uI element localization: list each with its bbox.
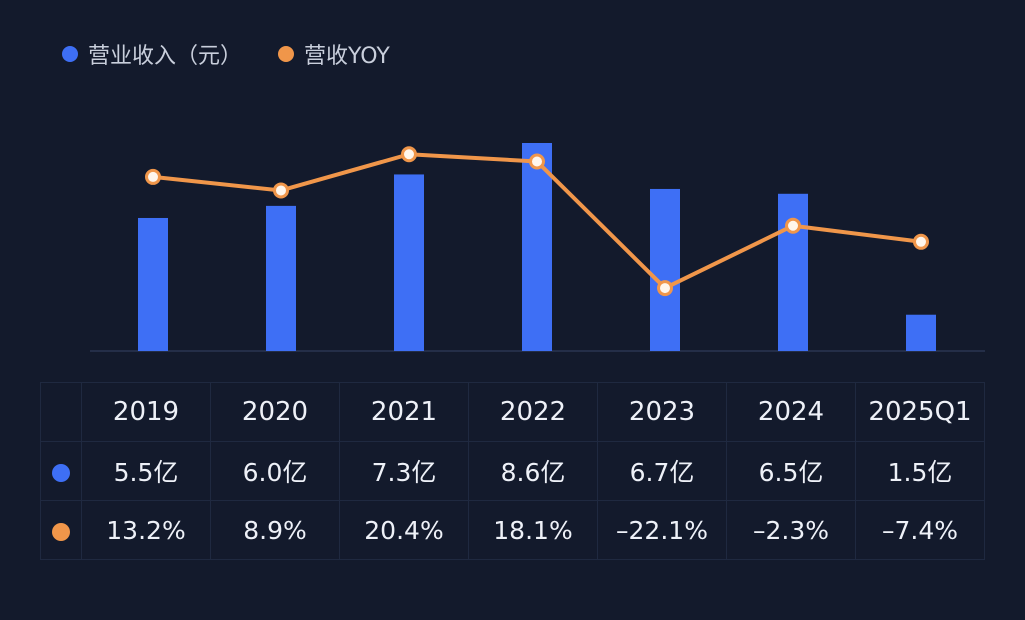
yoy-point-2019 bbox=[145, 168, 161, 185]
yoy-point-2022 bbox=[529, 153, 545, 170]
yoy-point-2021 bbox=[401, 146, 417, 163]
combo-chart bbox=[90, 143, 985, 352]
table-yoy-cell: –2.3% bbox=[726, 500, 856, 560]
table-year-cell: 2021 bbox=[339, 382, 469, 442]
revenue-bar-2020 bbox=[266, 205, 296, 351]
table-yoy-cell: –22.1% bbox=[597, 500, 727, 560]
table-yoy-cell: 18.1% bbox=[468, 500, 598, 560]
table-revenue-cell: 8.6亿 bbox=[468, 441, 598, 501]
table-year-cell: 2020 bbox=[210, 382, 340, 442]
table-row-yoy: 13.2% 8.9% 20.4% 18.1% –22.1% –2.3% –7.4… bbox=[40, 500, 985, 560]
yoy-dot-icon bbox=[52, 522, 70, 541]
revenue-bar-2023 bbox=[650, 188, 680, 351]
revenue-dot-icon bbox=[52, 463, 70, 482]
revenue-bar-2021 bbox=[394, 174, 424, 351]
table-revenue-cell: 6.5亿 bbox=[726, 441, 856, 501]
table-revenue-cell: 6.0亿 bbox=[210, 441, 340, 501]
table-revenue-cell: 1.5亿 bbox=[855, 441, 985, 501]
table-row-years: 2019 2020 2021 2022 2023 2024 2025Q1 bbox=[40, 382, 985, 442]
table-revenue-cell: 5.5亿 bbox=[81, 441, 211, 501]
table-year-cell: 2023 bbox=[597, 382, 727, 442]
legend-revenue-label: 营业收入（元） bbox=[88, 44, 243, 69]
table-year-cell: 2019 bbox=[81, 382, 211, 442]
legend-yoy-dot-icon bbox=[278, 46, 295, 62]
yoy-point-2020 bbox=[273, 182, 289, 199]
legend-item-revenue: 营业收入（元） bbox=[62, 38, 242, 70]
table-yoy-marker bbox=[40, 500, 82, 560]
table-corner-cell bbox=[40, 382, 82, 442]
legend-yoy-label: 营收YOY bbox=[304, 44, 390, 69]
yoy-point-2025Q1 bbox=[913, 233, 929, 250]
revenue-bar-2022 bbox=[522, 143, 552, 351]
yoy-point-2024 bbox=[785, 217, 801, 234]
data-table: 2019 2020 2021 2022 2023 2024 2025Q1 5.5… bbox=[40, 382, 985, 560]
revenue-bar-2024 bbox=[778, 193, 808, 351]
table-yoy-cell: –7.4% bbox=[855, 500, 985, 560]
table-revenue-cell: 6.7亿 bbox=[597, 441, 727, 501]
legend-item-yoy: 营收YOY bbox=[278, 38, 390, 70]
table-year-cell: 2025Q1 bbox=[855, 382, 985, 442]
table-row-revenue: 5.5亿 6.0亿 7.3亿 8.6亿 6.7亿 6.5亿 1.5亿 bbox=[40, 441, 985, 501]
table-yoy-cell: 13.2% bbox=[81, 500, 211, 560]
table-revenue-marker bbox=[40, 441, 82, 501]
table-year-cell: 2024 bbox=[726, 382, 856, 442]
table-revenue-cell: 7.3亿 bbox=[339, 441, 469, 501]
legend: 营业收入（元） 营收YOY bbox=[62, 38, 390, 70]
table-year-cell: 2022 bbox=[468, 382, 598, 442]
legend-revenue-dot-icon bbox=[62, 46, 78, 62]
table-yoy-cell: 20.4% bbox=[339, 500, 469, 560]
table-yoy-cell: 8.9% bbox=[210, 500, 340, 560]
yoy-point-2023 bbox=[657, 280, 673, 297]
revenue-bar-2019 bbox=[138, 217, 168, 351]
revenue-bar-2025Q1 bbox=[906, 314, 936, 351]
